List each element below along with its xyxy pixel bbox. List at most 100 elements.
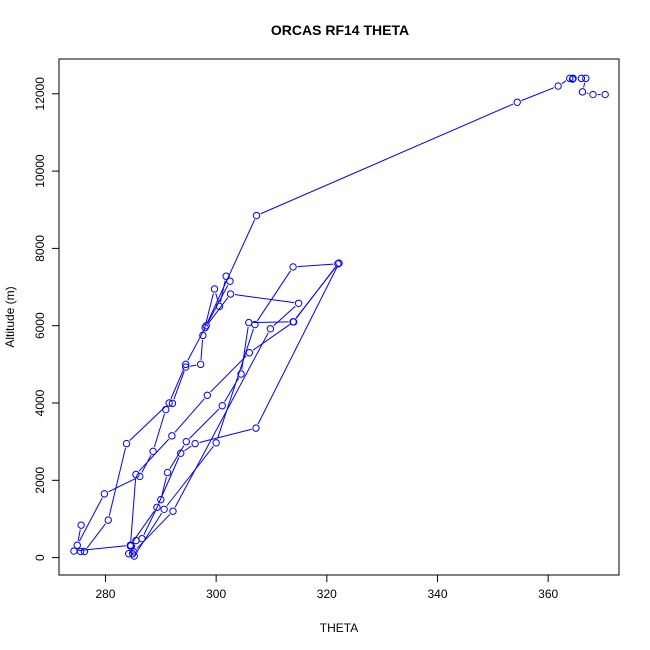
y-tick-label: 10000 xyxy=(33,154,47,188)
series-segment xyxy=(169,445,185,469)
y-tick-label: 0 xyxy=(33,554,47,561)
series-segment xyxy=(273,305,296,327)
data-point xyxy=(589,90,597,99)
data-point xyxy=(182,363,190,371)
data-point xyxy=(226,290,235,298)
data-point xyxy=(215,302,224,311)
series-segment xyxy=(260,103,514,215)
series-segment xyxy=(132,510,155,542)
data-point xyxy=(100,490,109,498)
data-point xyxy=(601,90,609,99)
data-point xyxy=(136,472,144,481)
data-point xyxy=(162,405,170,414)
series-segment xyxy=(158,457,180,504)
series-segment xyxy=(130,478,137,542)
series-segment xyxy=(190,364,197,367)
data-point xyxy=(77,521,85,529)
series-segment xyxy=(295,267,336,319)
data-point xyxy=(73,541,81,549)
series-segment xyxy=(129,405,167,441)
y-tick-label: 6000 xyxy=(33,312,47,339)
data-point xyxy=(266,325,275,333)
series-segment xyxy=(252,323,291,351)
data-point xyxy=(130,548,138,556)
data-point xyxy=(153,503,161,512)
series-segment xyxy=(78,545,126,552)
data-point xyxy=(245,349,254,357)
series-segment xyxy=(161,476,167,496)
series-segment xyxy=(297,263,334,268)
series-segment xyxy=(108,447,126,516)
x-axis-label: THETA xyxy=(320,621,358,635)
series-segment xyxy=(136,512,163,553)
data-point xyxy=(163,468,172,477)
data-point xyxy=(578,88,587,96)
y-tick-label: 12000 xyxy=(33,77,47,111)
data-point xyxy=(132,536,140,545)
series-segment xyxy=(174,398,205,433)
y-axis: 0 2000 4000 6000 8000 10000 12000 xyxy=(33,77,60,561)
data-point xyxy=(245,318,253,327)
data-point xyxy=(182,360,190,369)
data-point xyxy=(104,516,112,524)
data-point xyxy=(76,547,85,556)
y-tick-label: 2000 xyxy=(33,467,47,494)
series-segment xyxy=(78,497,103,542)
data-point xyxy=(199,331,207,340)
data-point xyxy=(126,542,135,550)
data-point xyxy=(289,263,297,271)
data-point xyxy=(203,391,212,399)
x-tick-label: 300 xyxy=(206,587,226,601)
data-point xyxy=(212,439,220,447)
chart-title: ORCAS RF14 THETA xyxy=(271,22,409,38)
data-point xyxy=(157,495,165,504)
series-segment xyxy=(173,371,185,400)
series-segment xyxy=(583,82,586,88)
data-point xyxy=(582,74,590,83)
plot-frame xyxy=(58,58,620,576)
series-segment xyxy=(234,294,295,304)
data-point xyxy=(182,437,190,446)
series-segment xyxy=(207,297,229,325)
data-point xyxy=(335,259,343,267)
data-point xyxy=(210,285,219,293)
series-segment xyxy=(187,329,205,361)
series-segment xyxy=(217,328,254,439)
data-point xyxy=(138,534,146,543)
data-point xyxy=(130,552,138,560)
x-axis: 280 300 320 340 360 xyxy=(95,574,559,601)
data-point xyxy=(149,447,157,456)
data-point xyxy=(513,98,521,106)
series-segment xyxy=(200,339,204,360)
series-segment xyxy=(184,445,192,452)
series-segment xyxy=(86,523,106,549)
series-segment xyxy=(166,446,214,507)
data-point xyxy=(80,547,89,556)
series-segment xyxy=(206,219,256,324)
data-point xyxy=(196,360,205,369)
series-segment xyxy=(153,413,165,448)
data-point xyxy=(251,320,259,329)
data-point xyxy=(252,211,261,220)
data-point xyxy=(177,449,185,457)
data-point xyxy=(70,547,78,555)
series-segment xyxy=(210,355,247,393)
data-point xyxy=(202,321,210,330)
data-point xyxy=(218,402,226,410)
series-segment xyxy=(561,80,567,84)
y-tick-label: 4000 xyxy=(33,389,47,416)
data-point xyxy=(577,74,586,83)
series-segment xyxy=(77,529,81,541)
data-point xyxy=(165,399,173,407)
series-segment xyxy=(143,503,160,535)
series-segment xyxy=(199,428,252,443)
series-segment xyxy=(256,270,292,322)
series-segment xyxy=(108,477,136,493)
series-segment xyxy=(174,332,269,508)
series-segment xyxy=(170,368,185,400)
series-segment xyxy=(189,408,220,439)
data-point xyxy=(191,439,199,448)
data-point xyxy=(169,507,177,515)
series-segment xyxy=(136,514,171,549)
